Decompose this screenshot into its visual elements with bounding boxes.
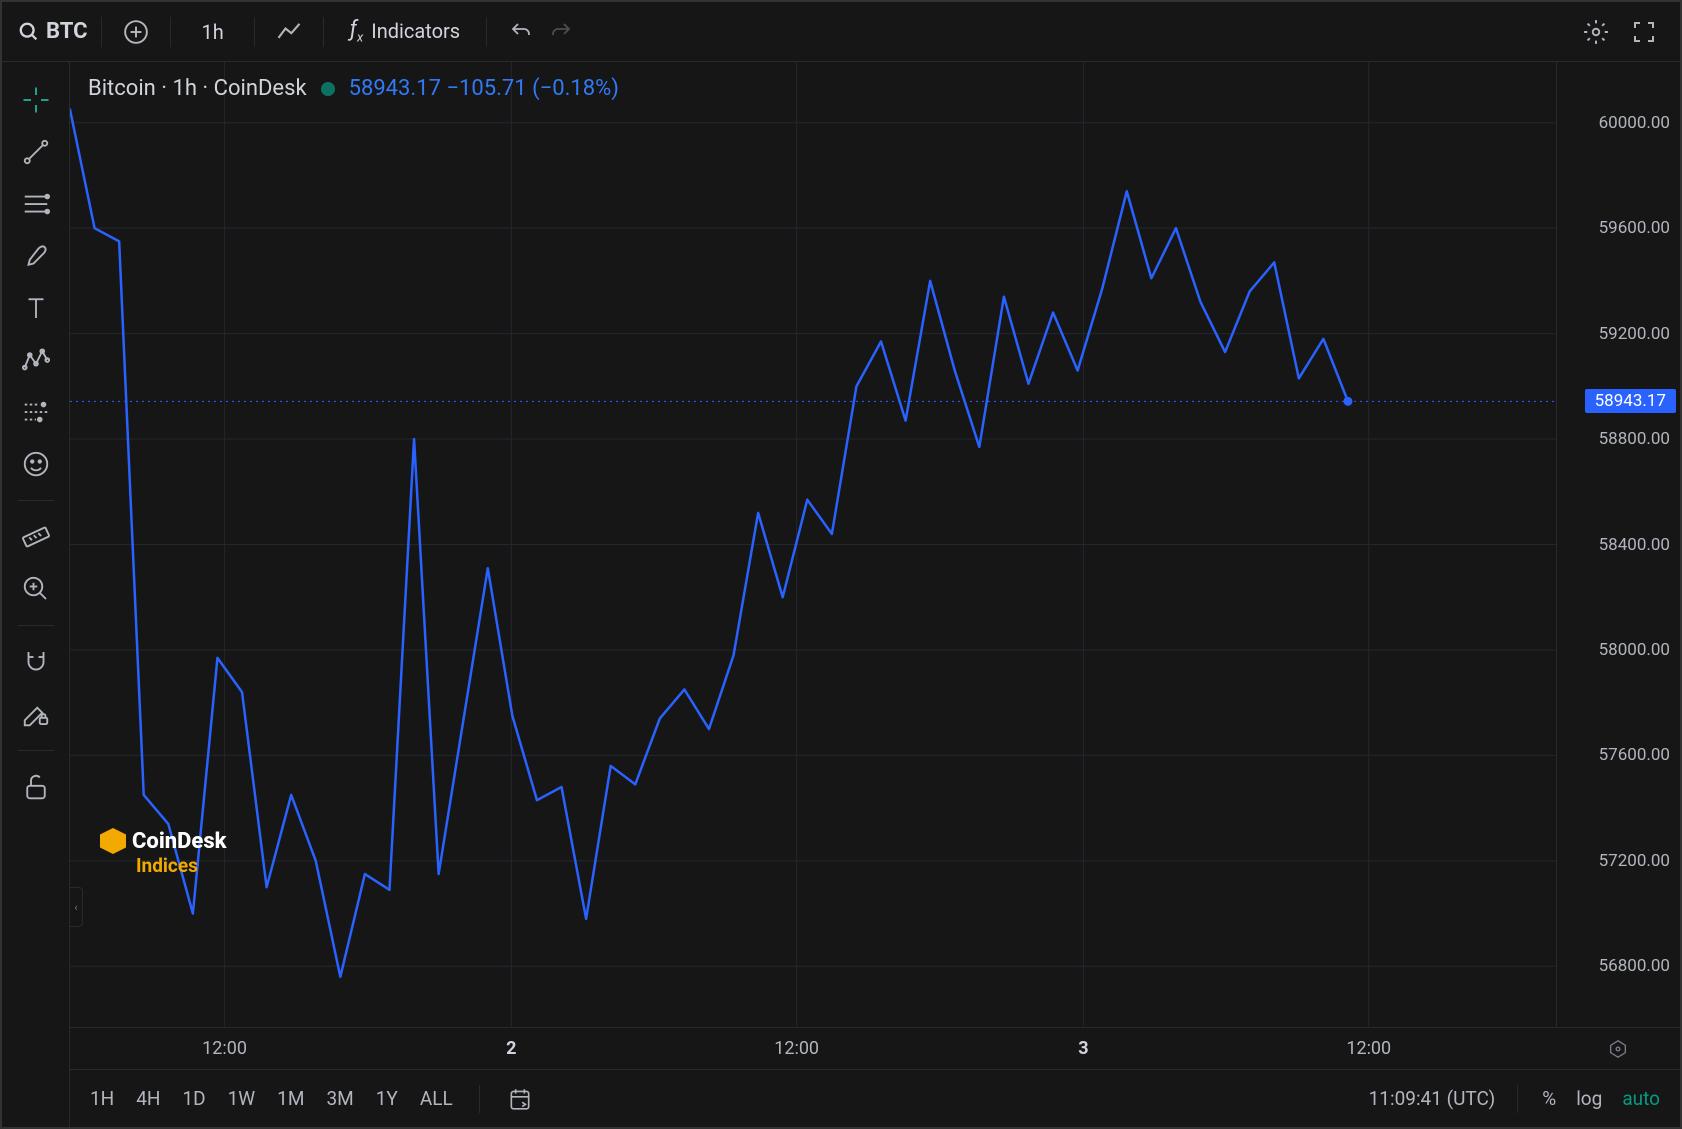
gear-icon — [1583, 19, 1609, 45]
bottom-bar: 1H 4H 1D 1W 1M 3M 1Y ALL 11:09:41 (UTC) % log a… — [70, 1069, 1680, 1127]
timeframe-3m[interactable]: 3M — [324, 1085, 355, 1112]
timeframe-1y[interactable]: 1Y — [374, 1085, 400, 1112]
fx-icon: ƒx — [350, 17, 364, 45]
emoji-tool[interactable] — [12, 440, 60, 488]
magnet-tool[interactable] — [12, 638, 60, 686]
symbol-label: BTC — [46, 19, 87, 44]
pattern-tool[interactable] — [12, 336, 60, 384]
x-axis-label: 12:00 — [774, 1038, 819, 1059]
price-change: −105.71 — [446, 76, 526, 101]
time-axis[interactable]: 12:00 2 12:00 3 12:00 — [70, 1027, 1680, 1069]
pattern-icon — [21, 345, 51, 375]
timeframe-all[interactable]: ALL — [418, 1085, 455, 1112]
chart-svg — [70, 62, 1556, 1027]
fib-icon — [21, 189, 51, 219]
current-price-tag: 58943.17 — [1585, 389, 1676, 413]
auto-toggle[interactable]: auto — [1620, 1085, 1662, 1112]
x-axis-label: 12:00 — [1346, 1038, 1391, 1059]
redo-button[interactable] — [541, 12, 581, 52]
y-axis-label: 59600.00 — [1599, 218, 1670, 238]
measure-tool[interactable] — [12, 513, 60, 561]
y-axis-label: 58400.00 — [1599, 535, 1670, 555]
timeframe-list: 1H 4H 1D 1W 1M 3M 1Y ALL — [88, 1085, 455, 1112]
percent-toggle[interactable]: % — [1540, 1085, 1558, 1112]
fib-tool[interactable] — [12, 180, 60, 228]
y-axis-label: 57600.00 — [1599, 745, 1670, 765]
coindesk-logo-icon — [100, 828, 126, 854]
indicators-label: Indicators — [371, 19, 460, 43]
top-toolbar: BTC 1h ƒx Indicators — [2, 2, 1680, 62]
line-chart-icon — [275, 18, 303, 46]
fullscreen-button[interactable] — [1624, 12, 1664, 52]
settings-button[interactable] — [1576, 12, 1616, 52]
crosshair-tool[interactable] — [12, 76, 60, 124]
trendline-tool[interactable] — [12, 128, 60, 176]
timeframe-1w[interactable]: 1W — [226, 1085, 258, 1112]
unlock-tool[interactable] — [12, 763, 60, 811]
magnet-icon — [21, 647, 51, 677]
crosshair-icon — [21, 85, 51, 115]
forecast-tool[interactable] — [12, 388, 60, 436]
timeframe-1d[interactable]: 1D — [180, 1085, 207, 1112]
x-axis-label: 2 — [506, 1038, 516, 1059]
lock-drawing-tool[interactable] — [12, 690, 60, 738]
undo-icon — [509, 20, 533, 44]
timeframe-button[interactable]: 1h — [185, 12, 239, 52]
zoom-tool[interactable] — [12, 565, 60, 613]
chart-panel: Bitcoin · 1h · CoinDesk 58943.17 −105.71… — [70, 62, 1680, 1127]
ruler-icon — [21, 522, 51, 552]
y-axis-label: 57200.00 — [1599, 851, 1670, 871]
zoom-in-icon — [21, 574, 51, 604]
pencil-lock-icon — [21, 699, 51, 729]
undo-button[interactable] — [501, 12, 541, 52]
chart-title: Bitcoin · 1h · CoinDesk — [88, 76, 307, 101]
chart-plot[interactable]: CoinDesk Indices ‹ — [70, 62, 1556, 1027]
brush-tool[interactable] — [12, 232, 60, 280]
y-axis-label: 58000.00 — [1599, 640, 1670, 660]
brush-icon — [21, 241, 51, 271]
text-tool[interactable] — [12, 284, 60, 332]
timeframe-1m[interactable]: 1M — [275, 1085, 306, 1112]
watermark-brand: CoinDesk — [132, 829, 227, 854]
symbol-search[interactable]: BTC — [18, 19, 87, 44]
price-axis[interactable]: 56800.00 57200.00 57600.00 58000.00 58400.00… — [1556, 62, 1680, 1027]
fullscreen-icon — [1632, 20, 1656, 44]
market-status-dot — [321, 82, 335, 96]
axis-settings-icon[interactable] — [1607, 1038, 1629, 1060]
y-axis-label: 59200.00 — [1599, 324, 1670, 344]
chart-legend[interactable]: Bitcoin · 1h · CoinDesk 58943.17 −105.71… — [88, 76, 619, 101]
collapse-toolbar-tab[interactable]: ‹ — [69, 887, 83, 927]
clock-label[interactable]: 11:09:41 (UTC) — [1369, 1087, 1496, 1110]
drawing-toolbar — [2, 62, 70, 1127]
coindesk-watermark: CoinDesk Indices — [100, 828, 227, 877]
timeframe-1h[interactable]: 1H — [88, 1085, 116, 1112]
log-toggle[interactable]: log — [1574, 1085, 1604, 1112]
y-axis-label: 60000.00 — [1599, 113, 1670, 133]
calendar-goto-icon — [507, 1086, 533, 1112]
chart-price-summary: 58943.17 −105.71 (−0.18%) — [349, 76, 619, 101]
x-axis-label: 12:00 — [202, 1038, 247, 1059]
watermark-sub: Indices — [136, 854, 198, 877]
emoji-icon — [21, 449, 51, 479]
trendline-icon — [21, 137, 51, 167]
y-axis-label: 58800.00 — [1599, 429, 1670, 449]
add-button[interactable] — [116, 12, 156, 52]
redo-icon — [549, 20, 573, 44]
forecast-icon — [21, 397, 51, 427]
y-axis-label: 56800.00 — [1599, 956, 1670, 976]
price-change-pct: (−0.18%) — [532, 76, 619, 101]
unlock-icon — [21, 772, 51, 802]
x-axis-label: 3 — [1078, 1038, 1088, 1059]
search-icon — [18, 21, 40, 43]
text-icon — [21, 293, 51, 323]
goto-date-button[interactable] — [504, 1083, 536, 1115]
indicators-button[interactable]: ƒx Indicators — [338, 9, 472, 53]
plus-circle-icon — [123, 19, 149, 45]
last-price: 58943.17 — [349, 76, 441, 101]
timeframe-4h[interactable]: 4H — [134, 1085, 162, 1112]
chart-type-button[interactable] — [269, 12, 309, 52]
